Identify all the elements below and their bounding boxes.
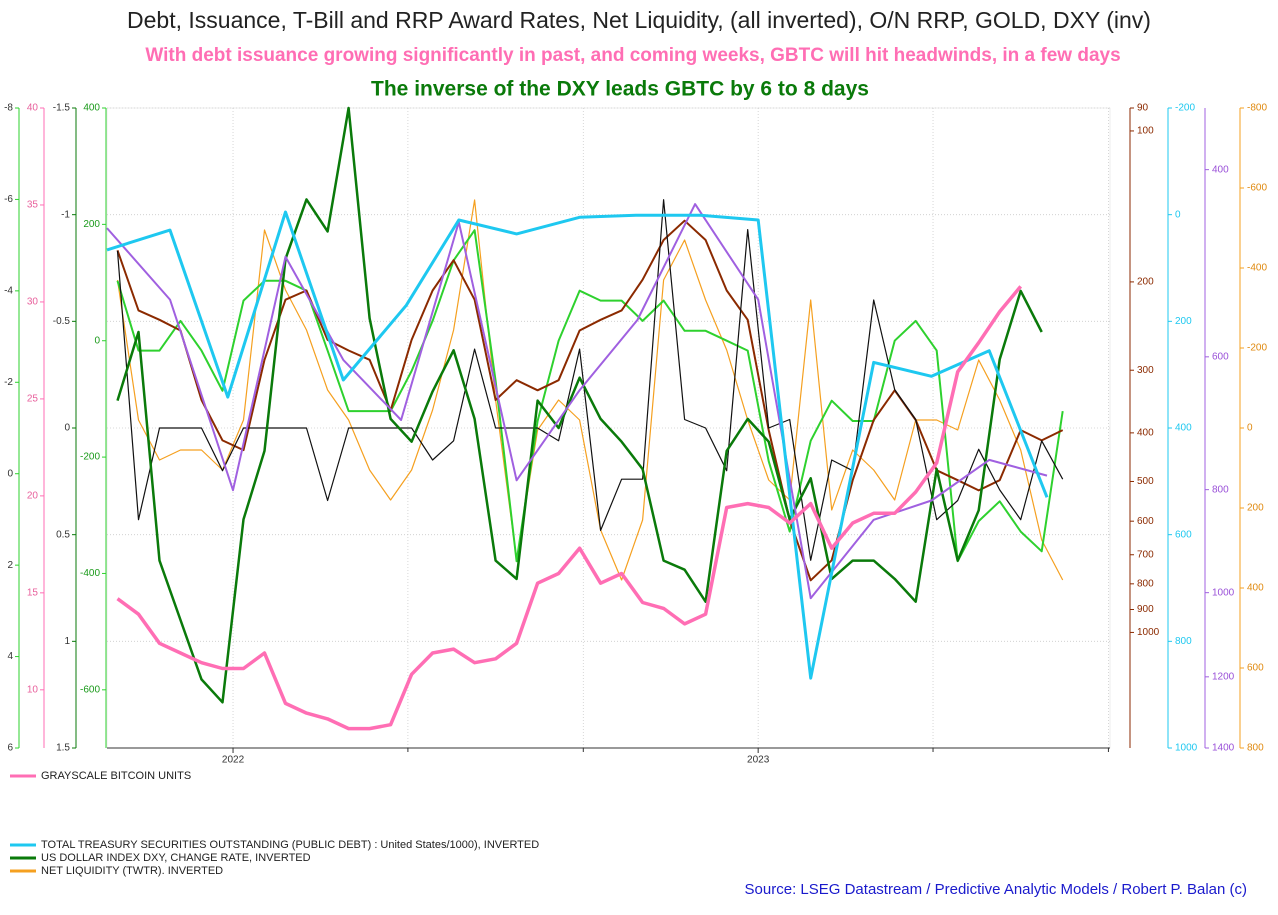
y-tick-label: 2 <box>7 560 13 571</box>
y-tick-label: 90 <box>1137 103 1149 114</box>
series-line <box>116 285 1023 731</box>
y-tick-label: 200 <box>1175 316 1192 327</box>
y-tick-label: 400 <box>1247 583 1264 594</box>
chart-title: Debt, Issuance, T-Bill and RRP Award Rat… <box>127 7 1151 33</box>
series-line <box>116 199 1064 561</box>
y-tick-label: 800 <box>1175 636 1192 647</box>
y-tick-label: 40 <box>27 103 39 114</box>
chart-subtitle: With debt issuance growing significantly… <box>145 45 1120 66</box>
y-tick-label: 1000 <box>1175 743 1198 754</box>
y-tick-label: 800 <box>1137 578 1154 589</box>
y-tick-label: 0 <box>1175 209 1181 220</box>
y-tick-label: 25 <box>27 394 39 405</box>
y-tick-label: 0 <box>64 423 70 434</box>
y-tick-label: -8 <box>4 103 13 114</box>
y-tick-label: 1000 <box>1137 627 1160 638</box>
y-tick-label: 600 <box>1137 516 1154 527</box>
series-line <box>106 203 1048 600</box>
chart-headline: The inverse of the DXY leads GBTC by 6 t… <box>371 78 869 101</box>
y-tick-label: 0 <box>1247 423 1253 434</box>
y-tick-label: 1 <box>64 636 70 647</box>
y-tick-label: 1000 <box>1212 587 1235 598</box>
y-tick-label: -6 <box>4 194 13 205</box>
y-tick-label: 400 <box>1212 164 1229 175</box>
y-tick-label: 200 <box>83 219 100 230</box>
y-tick-label: 900 <box>1137 604 1154 615</box>
y-tick-label: -0.5 <box>53 316 71 327</box>
y-tick-label: -200 <box>1247 343 1267 354</box>
y-tick-label: 800 <box>1247 743 1264 754</box>
y-tick-label: 30 <box>27 297 39 308</box>
y-tick-label: 400 <box>1175 423 1192 434</box>
y-tick-label: 400 <box>83 103 100 114</box>
y-tick-label: 600 <box>1175 529 1192 540</box>
legend-label: GRAYSCALE BITCOIN UNITS <box>41 770 191 782</box>
y-tick-label: -1.5 <box>53 103 71 114</box>
y-tick-label: 600 <box>1247 663 1264 674</box>
y-tick-label: 200 <box>1137 277 1154 288</box>
y-tick-label: -1 <box>61 209 70 220</box>
series-line <box>106 210 1049 680</box>
y-tick-label: 10 <box>27 684 39 695</box>
y-tick-label: 1400 <box>1212 743 1235 754</box>
series-line <box>116 106 1043 704</box>
y-tick-label: 6 <box>7 743 13 754</box>
source-note: Source: LSEG Datastream / Predictive Ana… <box>745 881 1247 898</box>
y-tick-label: -2 <box>4 377 13 388</box>
y-tick-label: 500 <box>1137 476 1154 487</box>
y-tick-label: 200 <box>1247 503 1264 514</box>
x-tick-label: 2023 <box>747 755 770 766</box>
y-tick-label: 300 <box>1137 365 1154 376</box>
y-tick-label: -800 <box>1247 103 1267 114</box>
y-tick-label: 700 <box>1137 549 1154 560</box>
legend-label: NET LIQUIDITY (TWTR). INVERTED <box>41 865 223 877</box>
series-line <box>116 199 1064 581</box>
y-tick-label: 400 <box>1137 428 1154 439</box>
y-tick-label: 0 <box>7 468 13 479</box>
legend-label: US DOLLAR INDEX DXY, CHANGE RATE, INVERT… <box>41 852 311 864</box>
y-tick-label: -400 <box>80 568 100 579</box>
y-tick-label: 1200 <box>1212 671 1235 682</box>
y-tick-label: -400 <box>1247 263 1267 274</box>
y-tick-label: -600 <box>80 684 100 695</box>
y-tick-label: 4 <box>7 651 13 662</box>
y-tick-label: -200 <box>1175 103 1195 114</box>
y-tick-label: -200 <box>80 452 100 463</box>
y-tick-label: -4 <box>4 285 13 296</box>
y-tick-label: 20 <box>27 491 39 502</box>
y-tick-label: 600 <box>1212 351 1229 362</box>
legend-label: TOTAL TREASURY SECURITIES OUTSTANDING (P… <box>41 839 539 851</box>
y-tick-label: 100 <box>1137 126 1154 137</box>
x-tick-label: 2022 <box>222 755 245 766</box>
y-tick-label: 35 <box>27 200 39 211</box>
y-tick-label: 0.5 <box>56 529 70 540</box>
series-line <box>116 229 1064 563</box>
y-tick-label: 800 <box>1212 484 1229 495</box>
y-tick-label: 0 <box>94 335 100 346</box>
y-tick-label: -600 <box>1247 183 1267 194</box>
y-tick-label: 15 <box>27 587 39 598</box>
y-tick-label: 1.5 <box>56 743 70 754</box>
